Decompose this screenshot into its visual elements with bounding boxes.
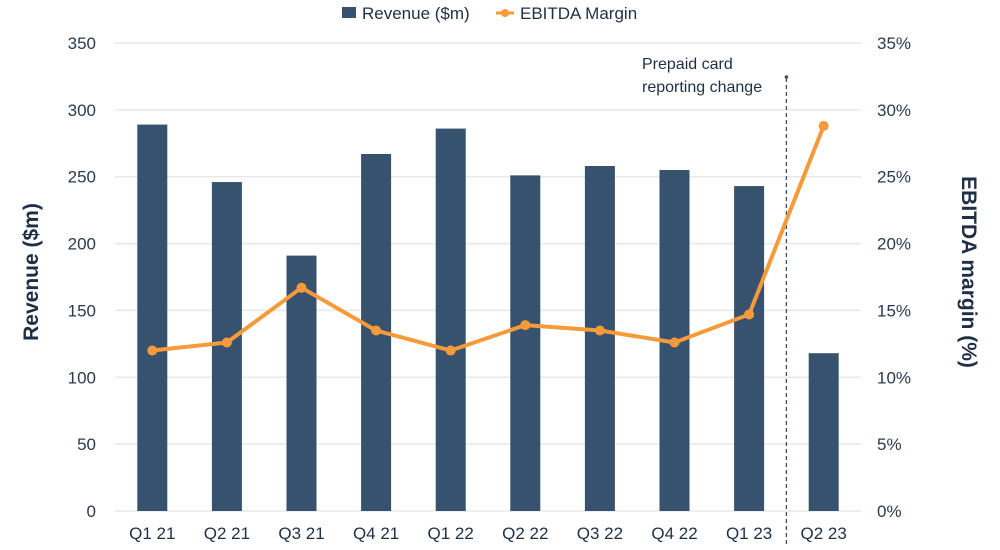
divider-marker: [784, 75, 789, 79]
y-ticks-right: 0% 5% 10% 15% 20% 25% 30% 35%: [877, 34, 911, 521]
revenue-bar: [435, 128, 466, 511]
revenue-bar: [510, 175, 541, 511]
y-axis-title-right: EBITDA margin (%): [957, 176, 980, 368]
legend: Revenue ($m) EBITDA Margin: [342, 4, 637, 23]
y-tick-label-right: 25%: [877, 168, 911, 187]
y-tick-label-left: 350: [68, 34, 96, 53]
y-ticks-left: 0 50 100 150 200 250 300 350: [68, 34, 96, 521]
ebitda-point: [221, 337, 232, 348]
ebitda-point: [818, 120, 829, 131]
y-tick-label-right: 35%: [877, 34, 911, 53]
legend-label-revenue: Revenue ($m): [362, 4, 470, 23]
y-tick-label-left: 200: [68, 235, 96, 254]
revenue-bar: [734, 186, 765, 511]
revenue-bars: [137, 124, 839, 512]
y-tick-label-left: 0: [87, 502, 96, 521]
annotation-line-1: Prepaid card: [642, 56, 733, 73]
y-axis-title-left: Revenue ($m): [20, 203, 43, 341]
legend-swatch-revenue: [342, 7, 356, 18]
revenue-bar: [137, 124, 168, 512]
ebitda-point: [520, 320, 531, 331]
ebitda-margin-line: [147, 120, 829, 356]
y-tick-label-right: 5%: [877, 435, 902, 454]
ebitda-line-path: [150, 123, 826, 353]
x-ticks: Q1 21 Q2 21 Q3 21 Q4 21 Q1 22 Q2 22 Q3 22 Q4 22…: [129, 524, 847, 543]
revenue-bar: [808, 353, 839, 511]
ebitda-point: [147, 345, 158, 356]
legend-label-ebitda: EBITDA Margin: [520, 4, 637, 23]
ebitda-point: [296, 282, 307, 293]
ebitda-point: [371, 325, 382, 336]
x-tick-label: Q1 22: [428, 524, 474, 543]
x-tick-label: Q2 22: [502, 524, 548, 543]
y-tick-label-right: 30%: [877, 101, 911, 120]
y-tick-label-right: 10%: [877, 368, 911, 387]
legend-swatch-ebitda: [496, 9, 514, 17]
y-tick-label-left: 100: [68, 368, 96, 387]
y-tick-label-left: 150: [68, 301, 96, 320]
y-tick-label-left: 300: [68, 101, 96, 120]
ebitda-point: [445, 345, 456, 356]
ebitda-point: [594, 325, 605, 336]
x-tick-label: Q1 23: [726, 524, 772, 543]
ebitda-point: [669, 337, 680, 348]
x-tick-label: Q1 21: [129, 524, 175, 543]
y-tick-label-right: 0%: [877, 502, 902, 521]
x-tick-label: Q4 22: [651, 524, 697, 543]
x-tick-label: Q3 21: [278, 524, 324, 543]
ebitda-point: [744, 309, 755, 320]
annotation-line-2: reporting change: [642, 79, 762, 96]
y-tick-label-left: 250: [68, 168, 96, 187]
x-tick-label: Q4 21: [353, 524, 399, 543]
revenue-bar: [286, 255, 317, 511]
revenue-bar: [584, 166, 615, 511]
y-tick-label-right: 15%: [877, 301, 911, 320]
x-tick-label: Q3 22: [577, 524, 623, 543]
y-tick-label-right: 20%: [877, 235, 911, 254]
x-tick-label: Q2 23: [801, 524, 847, 543]
y-tick-label-left: 50: [77, 435, 96, 454]
x-tick-label: Q2 21: [204, 524, 250, 543]
